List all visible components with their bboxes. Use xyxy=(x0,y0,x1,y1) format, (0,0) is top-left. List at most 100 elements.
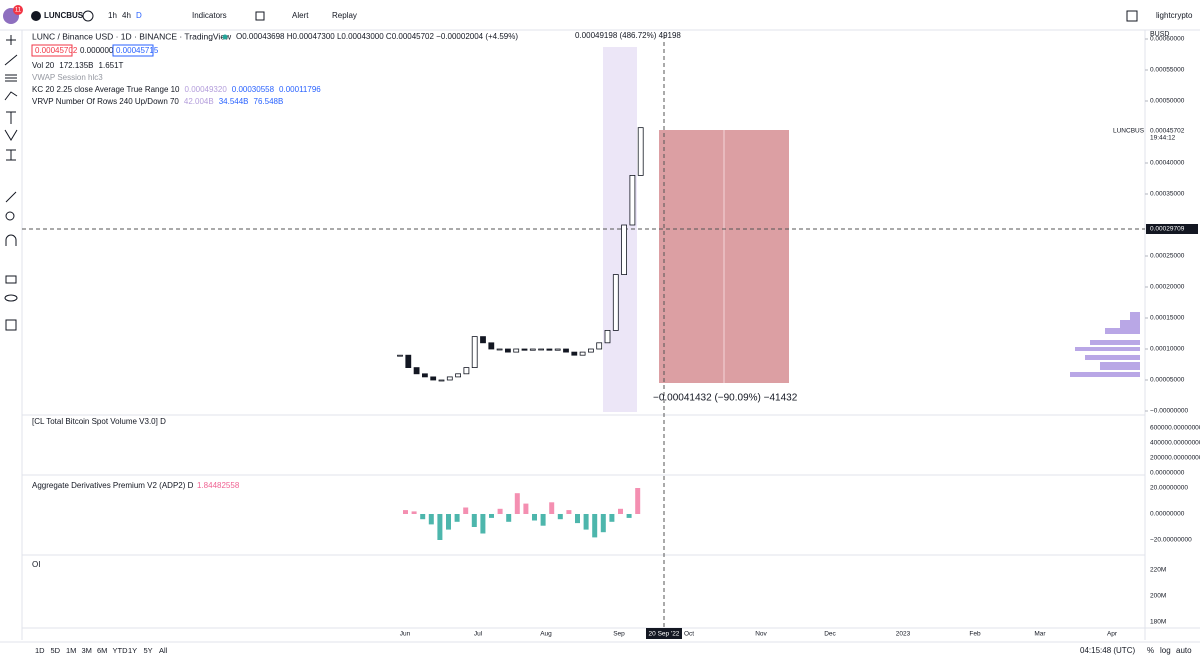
adp2-bar xyxy=(600,514,606,533)
text-tool[interactable] xyxy=(6,111,16,124)
candle xyxy=(438,379,445,382)
range-button[interactable]: 6M xyxy=(97,646,107,655)
interval[interactable]: 1h xyxy=(108,11,117,20)
candle xyxy=(421,373,428,378)
percent-toggle[interactable]: % xyxy=(1147,646,1154,655)
study-text: 0.00049320 xyxy=(185,85,228,94)
cross-tool[interactable] xyxy=(6,35,16,45)
user[interactable]: lightcrypto xyxy=(1156,11,1193,20)
pane-title: [CL Total Bitcoin Spot Volume V3.0] D xyxy=(32,417,166,426)
market-status xyxy=(222,34,228,40)
axis-label: 180M xyxy=(1150,619,1166,626)
crosshair-label-bg xyxy=(1146,224,1198,234)
crosshair-price: 0.00029709 xyxy=(1150,226,1185,233)
adp2-bar xyxy=(514,493,520,514)
pattern-tool[interactable] xyxy=(4,129,18,141)
candle xyxy=(463,367,470,375)
adp2-bar xyxy=(471,514,477,527)
eye-tool[interactable] xyxy=(4,294,18,302)
fib-tool[interactable] xyxy=(5,74,17,82)
price-tick-label: 0.00025000 xyxy=(1150,253,1185,260)
bid-box[interactable] xyxy=(31,44,73,57)
measure-down: −0.00041432 (−90.09%) −41432 xyxy=(653,393,798,404)
alert[interactable]: Alert xyxy=(292,11,309,20)
study-text: 0.00011796 xyxy=(279,85,321,94)
candle xyxy=(563,348,569,353)
price-tick-label: 0.00055000 xyxy=(1150,67,1185,74)
log-toggle[interactable]: log xyxy=(1160,646,1171,655)
layout-icon[interactable] xyxy=(255,11,265,21)
replay[interactable]: Replay xyxy=(332,11,357,20)
time-label: Apr xyxy=(1107,631,1118,638)
adp2-bar xyxy=(583,514,589,530)
pane-title: Aggregate Derivatives Premium V2 (ADP2) … xyxy=(32,481,194,490)
candle xyxy=(521,348,528,351)
time-label: Nov xyxy=(755,631,767,638)
chart-title: LUNC / Binance USD · 1D · BINANCE · Trad… xyxy=(32,31,232,41)
time-label: Dec xyxy=(824,631,836,638)
zoom-tool[interactable] xyxy=(5,211,15,221)
adp2-bar xyxy=(446,514,451,530)
bid: 0.00045702 xyxy=(35,46,78,55)
ohlc: O0.00043698 H0.00047300 L0.00043000 C0.0… xyxy=(236,32,518,41)
magnet-tool[interactable] xyxy=(5,234,17,246)
range-button[interactable]: YTD xyxy=(113,646,129,655)
adp2-bar xyxy=(497,508,503,514)
measure-tool[interactable] xyxy=(6,149,16,161)
candle xyxy=(629,174,636,226)
adp2-bar xyxy=(463,507,469,514)
adp2-bar xyxy=(489,514,494,518)
range-button[interactable]: 3M xyxy=(82,646,92,655)
indicators[interactable]: Indicators xyxy=(192,11,227,20)
pane-title: OI xyxy=(32,560,40,569)
range-button[interactable]: 5D xyxy=(51,646,61,655)
brush-tool[interactable] xyxy=(4,91,18,101)
ruler-tool[interactable] xyxy=(5,191,17,203)
candle xyxy=(571,351,578,356)
axis-label: 20.00000000 xyxy=(1150,485,1188,492)
axis-label: 400000.00000000 xyxy=(1150,440,1200,447)
study-text: 0.00030558 xyxy=(232,85,275,94)
price-tick-label: 0.00015000 xyxy=(1150,315,1185,322)
candle xyxy=(471,336,478,369)
badge-bg xyxy=(13,5,23,15)
ask-box[interactable] xyxy=(112,44,154,57)
interval[interactable]: D xyxy=(136,11,142,20)
line-tool[interactable] xyxy=(4,54,18,66)
trash-tool[interactable] xyxy=(5,319,17,331)
price-tick-label: −0.00000000 xyxy=(1150,408,1189,415)
adp2-bar xyxy=(506,514,512,522)
range-button[interactable]: 1D xyxy=(35,646,45,655)
study-text: VWAP Session hlc3 xyxy=(32,73,103,82)
candle xyxy=(496,348,503,351)
range-button[interactable]: All xyxy=(159,646,168,655)
auto-toggle[interactable]: auto xyxy=(1176,646,1192,655)
study-text: Vol 20 xyxy=(32,61,55,70)
candle xyxy=(621,224,627,275)
price-tick-label: 0.00060000 xyxy=(1150,36,1185,43)
range-button[interactable]: 5Y xyxy=(144,646,153,655)
add-symbol[interactable] xyxy=(82,10,94,22)
measure-up: 0.00049198 (486.72%) 49198 xyxy=(575,31,681,40)
axis-label: 600000.00000000 xyxy=(1150,425,1200,432)
range-button[interactable]: 1M xyxy=(66,646,76,655)
candle xyxy=(604,329,611,344)
candle xyxy=(579,351,586,356)
interval[interactable]: 4h xyxy=(122,11,131,20)
fullscreen[interactable] xyxy=(1126,10,1138,22)
study-text: 1.651T xyxy=(99,61,124,70)
candle xyxy=(413,367,420,375)
symbol[interactable]: LUNCBUS xyxy=(44,11,84,20)
candle xyxy=(488,342,495,350)
adp2-bar xyxy=(575,514,580,524)
study-text: 42.004B xyxy=(184,97,214,106)
price-tick-label: 0.00005000 xyxy=(1150,377,1185,384)
lock-tool[interactable] xyxy=(5,275,17,284)
axis-label: 200M xyxy=(1150,593,1166,600)
axis-label: 0.00000000 xyxy=(1150,511,1185,518)
adp2-bar xyxy=(626,514,632,518)
candle xyxy=(480,336,486,344)
currency: BUSD xyxy=(1150,31,1169,38)
range-button[interactable]: 1Y xyxy=(128,646,137,655)
